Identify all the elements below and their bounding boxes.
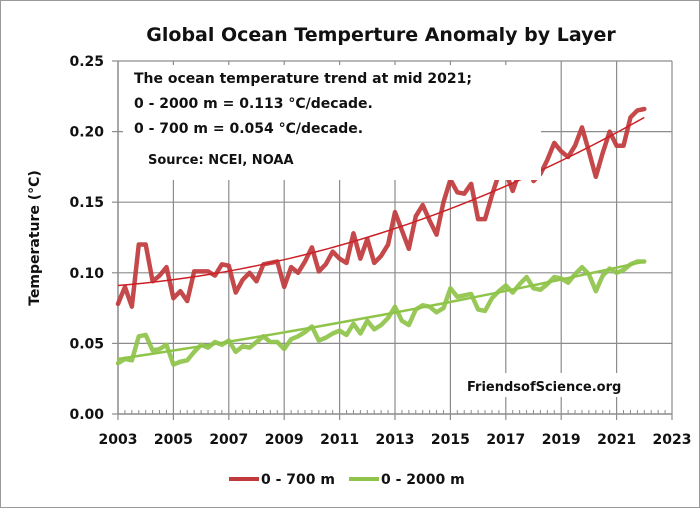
annotation-source: Source: NCEI, NOAA bbox=[148, 153, 294, 168]
annotation-box: The ocean temperature trend at mid 2021;… bbox=[123, 65, 541, 180]
x-tick-label: 2013 bbox=[376, 432, 415, 448]
x-tick-label: 2011 bbox=[320, 432, 359, 448]
x-tick-label: 2015 bbox=[431, 432, 470, 448]
x-tick-label: 2003 bbox=[99, 432, 138, 448]
chart-title: Global Ocean Temperture Anomaly by Layer bbox=[146, 24, 616, 46]
legend-label-2000m: 0 - 2000 m bbox=[381, 472, 465, 488]
credit-text: FriendsofScience.org bbox=[467, 380, 621, 395]
x-tick-label: 2017 bbox=[486, 432, 525, 448]
y-tick-label: 0.10 bbox=[69, 266, 104, 282]
y-tick-label: 0.15 bbox=[69, 195, 104, 211]
legend: 0 - 700 m 0 - 2000 m bbox=[229, 472, 465, 488]
y-tick-label: 0.05 bbox=[69, 336, 104, 352]
y-tick-label: 0.20 bbox=[69, 125, 104, 141]
annotation-line-2: 0 - 2000 m = 0.113 °C/decade. bbox=[134, 96, 373, 112]
x-tick-label: 2019 bbox=[542, 432, 581, 448]
y-tick-label: 0.25 bbox=[69, 54, 104, 70]
x-tick-label: 2005 bbox=[154, 432, 193, 448]
x-tick-label: 2021 bbox=[597, 432, 636, 448]
x-tick-label: 2023 bbox=[653, 432, 692, 448]
legend-label-700m: 0 - 700 m bbox=[261, 472, 335, 488]
x-tick-label: 2009 bbox=[265, 432, 304, 448]
annotation-line-3: 0 - 700 m = 0.054 °C/decade. bbox=[134, 121, 363, 137]
y-axis-label: Temperature (°C) bbox=[27, 170, 43, 306]
annotation-line-1: The ocean temperature trend at mid 2021; bbox=[134, 71, 472, 87]
x-tick-label: 2007 bbox=[209, 432, 248, 448]
y-tick-label: 0.00 bbox=[69, 407, 104, 423]
